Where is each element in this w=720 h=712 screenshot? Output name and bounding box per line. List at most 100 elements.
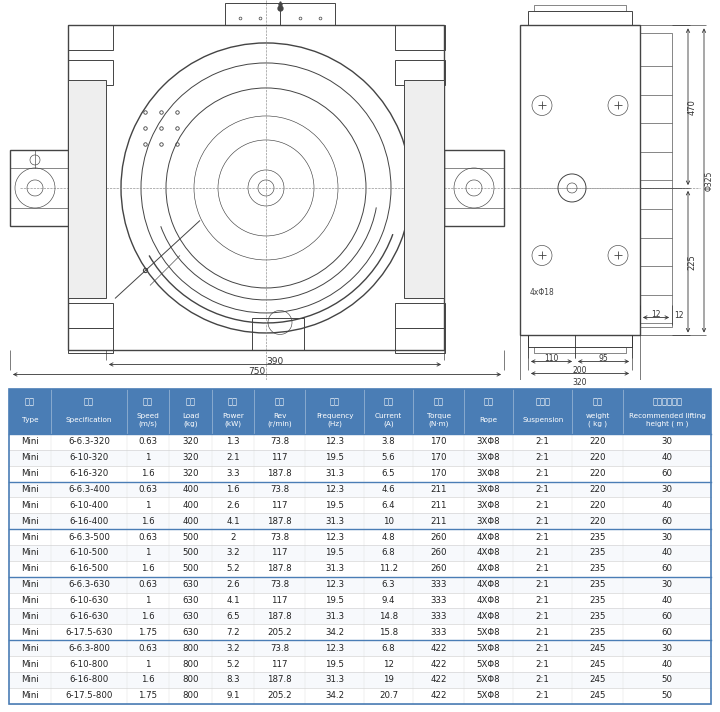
Text: 220: 220 <box>589 437 606 446</box>
Text: 117: 117 <box>271 548 288 557</box>
Text: 6.5: 6.5 <box>226 612 240 621</box>
Text: 载重: 载重 <box>186 397 195 406</box>
Text: 187.8: 187.8 <box>267 612 292 621</box>
Bar <box>534 6 626 11</box>
Text: 14.8: 14.8 <box>379 612 398 621</box>
Text: 30: 30 <box>662 580 672 590</box>
Text: 3.3: 3.3 <box>226 469 240 478</box>
Text: 260: 260 <box>431 565 447 573</box>
Text: 117: 117 <box>271 659 288 669</box>
Text: 2:1: 2:1 <box>536 644 549 653</box>
Text: 31.3: 31.3 <box>325 565 344 573</box>
Text: 235: 235 <box>589 580 606 590</box>
Text: Mini: Mini <box>21 469 39 478</box>
Text: Mini: Mini <box>21 644 39 653</box>
Text: 3.2: 3.2 <box>226 548 240 557</box>
Text: 422: 422 <box>431 659 447 669</box>
Text: 4XΦ8: 4XΦ8 <box>477 548 500 557</box>
Bar <box>68 328 113 353</box>
Text: 自重: 自重 <box>593 397 603 406</box>
Text: 225: 225 <box>688 254 696 270</box>
Text: 220: 220 <box>589 517 606 525</box>
Text: 6-17.5-630: 6-17.5-630 <box>66 628 112 637</box>
Bar <box>9 545 711 561</box>
Text: 3XΦ8: 3XΦ8 <box>477 469 500 478</box>
Text: 40: 40 <box>662 548 672 557</box>
Text: 235: 235 <box>589 612 606 621</box>
Text: 400: 400 <box>182 485 199 494</box>
Text: 3.2: 3.2 <box>226 644 240 653</box>
Text: 19.5: 19.5 <box>325 596 344 605</box>
Text: 6-10-800: 6-10-800 <box>69 659 109 669</box>
Bar <box>9 577 711 592</box>
Text: 60: 60 <box>662 517 672 525</box>
Bar <box>68 26 113 51</box>
Text: 4xΦ18: 4xΦ18 <box>530 288 554 298</box>
Text: 19.5: 19.5 <box>325 659 344 669</box>
Text: 19.5: 19.5 <box>325 501 344 510</box>
Text: 500: 500 <box>182 533 199 542</box>
Text: 1.6: 1.6 <box>141 565 155 573</box>
Text: 电流: 电流 <box>384 397 394 406</box>
Bar <box>252 318 304 350</box>
Bar <box>534 347 626 353</box>
Text: 6-6.3-400: 6-6.3-400 <box>68 485 110 494</box>
Text: 6.4: 6.4 <box>382 501 395 510</box>
Text: 曳引比: 曳引比 <box>535 397 550 406</box>
Text: 320: 320 <box>182 469 199 478</box>
Text: 3XΦ8: 3XΦ8 <box>477 454 500 462</box>
Text: 5XΦ8: 5XΦ8 <box>477 628 500 637</box>
Bar <box>9 450 711 466</box>
Text: 205.2: 205.2 <box>267 691 292 701</box>
Text: weight
( kg ): weight ( kg ) <box>585 413 610 426</box>
Bar <box>225 4 335 26</box>
Text: 2:1: 2:1 <box>536 517 549 525</box>
Text: 绳规: 绳规 <box>484 397 494 406</box>
Bar <box>395 328 445 353</box>
Text: 转速: 转速 <box>275 397 284 406</box>
Text: 220: 220 <box>589 485 606 494</box>
Bar <box>10 150 70 226</box>
Text: 12: 12 <box>383 659 394 669</box>
Text: 0.63: 0.63 <box>138 485 158 494</box>
Text: 12.3: 12.3 <box>325 437 344 446</box>
Bar <box>68 26 444 350</box>
Text: 50: 50 <box>662 691 672 701</box>
Text: 205.2: 205.2 <box>267 628 292 637</box>
Text: 0.63: 0.63 <box>138 644 158 653</box>
Text: 31.3: 31.3 <box>325 612 344 621</box>
Text: Rev
(r/min): Rev (r/min) <box>267 413 292 426</box>
Text: 500: 500 <box>182 548 199 557</box>
Text: 6-16-500: 6-16-500 <box>69 565 109 573</box>
Bar <box>395 61 445 85</box>
Text: 10: 10 <box>383 517 394 525</box>
Text: 6-10-630: 6-10-630 <box>69 596 109 605</box>
Text: 422: 422 <box>431 676 447 684</box>
Text: 5.6: 5.6 <box>382 454 395 462</box>
Text: Specification: Specification <box>66 417 112 423</box>
Text: 187.8: 187.8 <box>267 676 292 684</box>
Text: 211: 211 <box>431 517 447 525</box>
Text: 1: 1 <box>145 454 150 462</box>
Text: Mini: Mini <box>21 454 39 462</box>
Text: 40: 40 <box>662 659 672 669</box>
Text: 235: 235 <box>589 596 606 605</box>
Text: 4XΦ8: 4XΦ8 <box>477 533 500 542</box>
Text: 1.75: 1.75 <box>138 691 158 701</box>
Text: 6-6.3-630: 6-6.3-630 <box>68 580 110 590</box>
Text: 4XΦ8: 4XΦ8 <box>477 612 500 621</box>
Text: 4.1: 4.1 <box>226 596 240 605</box>
Text: 400: 400 <box>182 517 199 525</box>
Text: 117: 117 <box>271 454 288 462</box>
Text: Mini: Mini <box>21 548 39 557</box>
Text: Rope: Rope <box>480 417 498 423</box>
Text: 95: 95 <box>598 354 608 363</box>
Text: 630: 630 <box>182 612 199 621</box>
Text: 型号: 型号 <box>25 397 35 406</box>
Text: 12.3: 12.3 <box>325 580 344 590</box>
Text: 0.63: 0.63 <box>138 580 158 590</box>
Text: 6-6.3-320: 6-6.3-320 <box>68 437 110 446</box>
Text: 260: 260 <box>431 533 447 542</box>
Text: 630: 630 <box>182 596 199 605</box>
Text: Mini: Mini <box>21 628 39 637</box>
